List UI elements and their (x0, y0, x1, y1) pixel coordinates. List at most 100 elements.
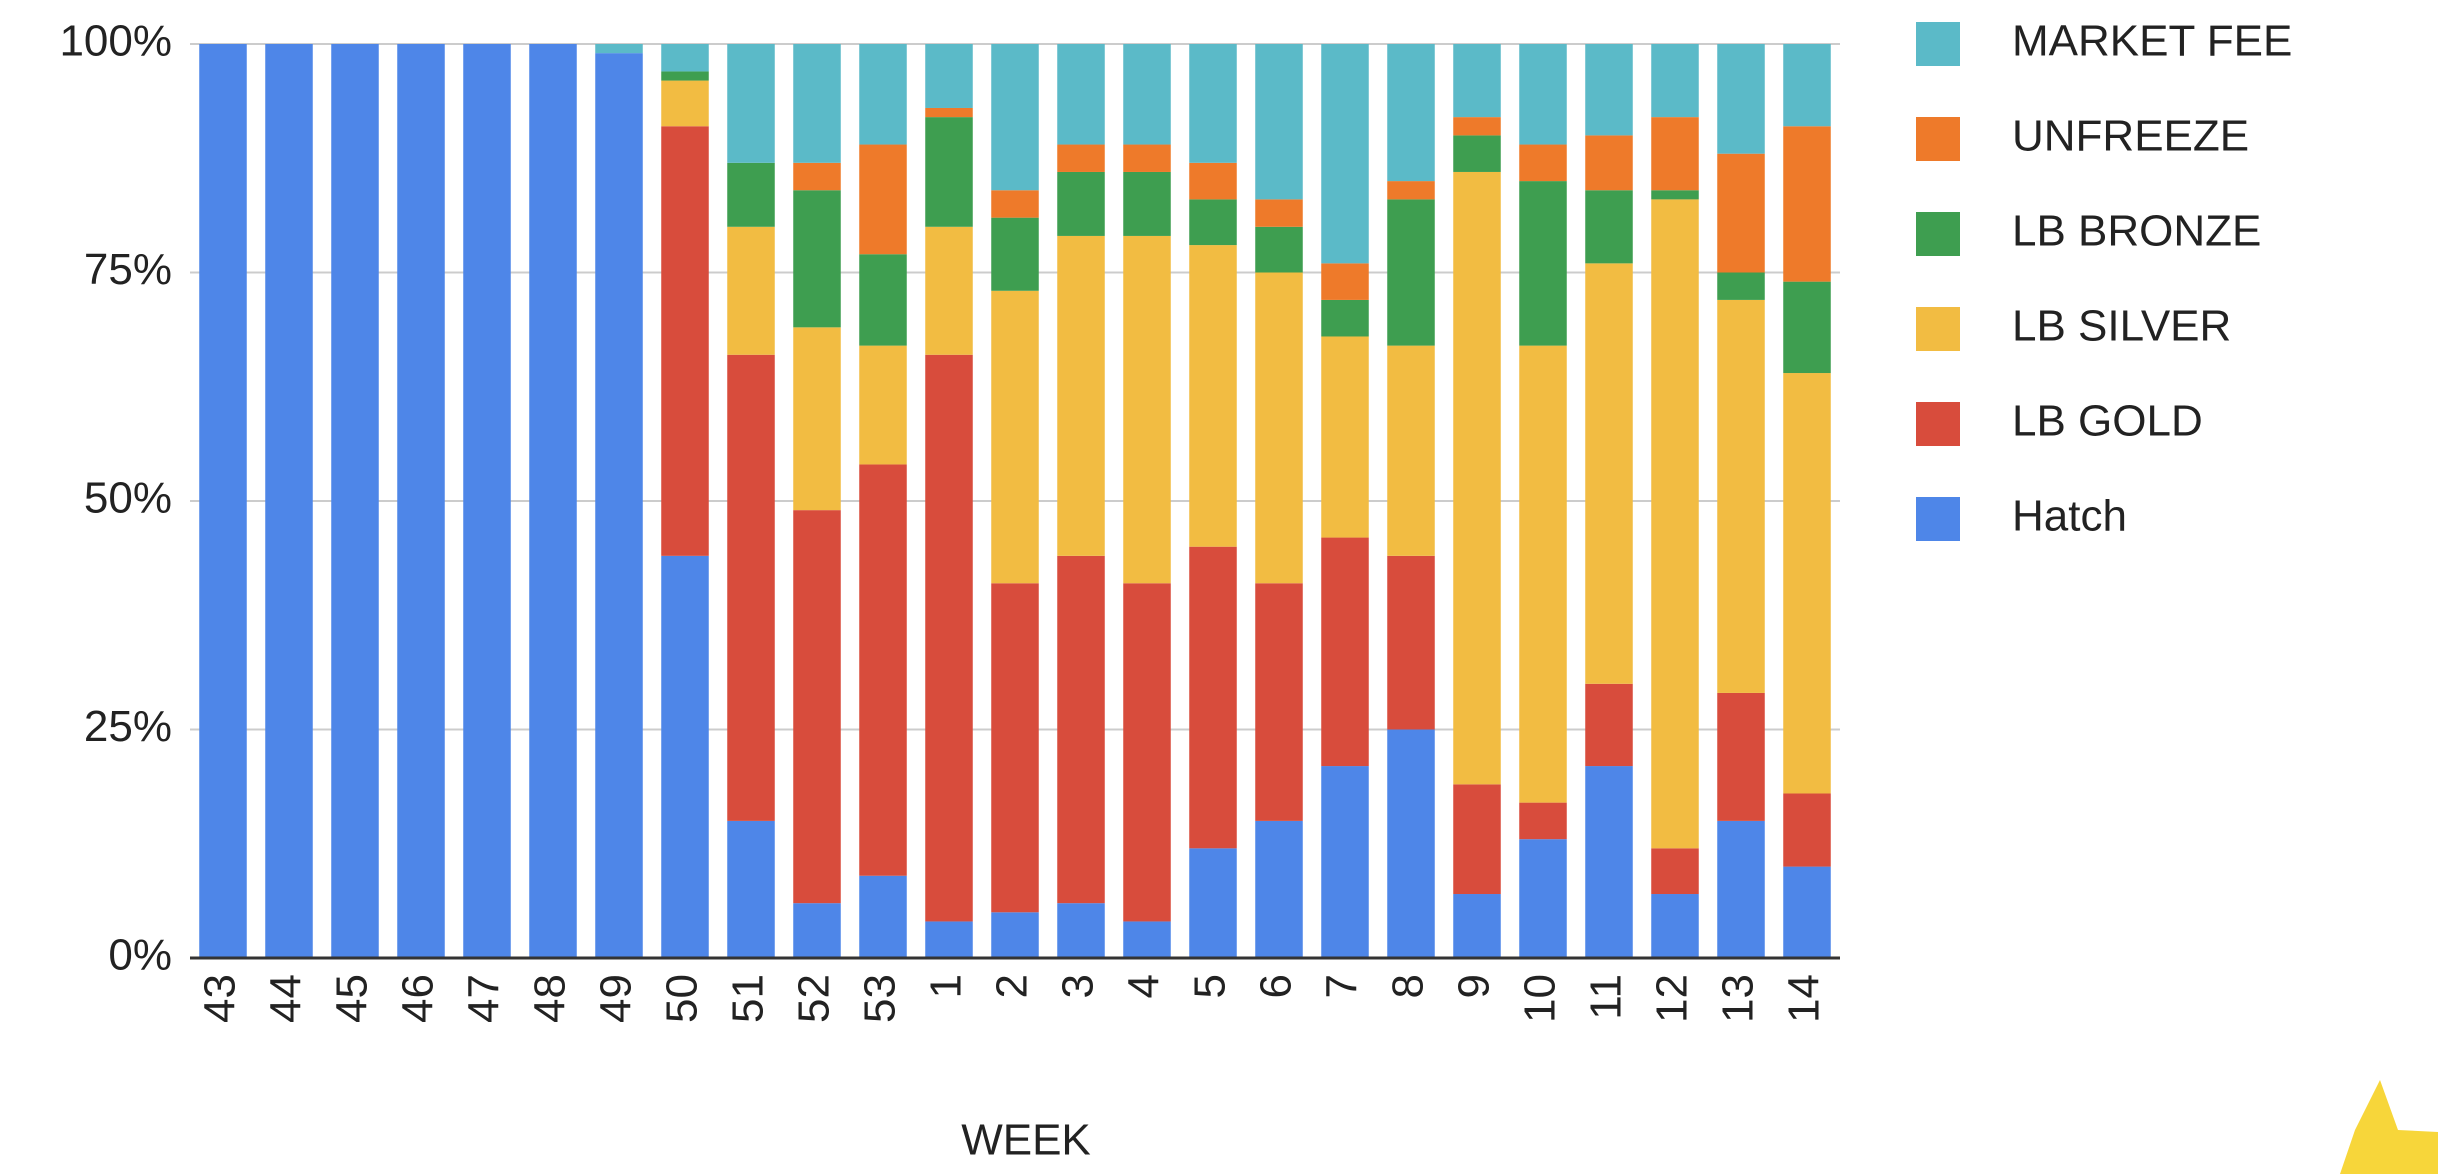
bar-segment (1057, 145, 1105, 172)
x-tick-label: 6 (1252, 974, 1301, 998)
bar-segment (925, 44, 973, 108)
bar-segment (265, 44, 313, 958)
x-tick-label: 11 (1582, 974, 1631, 1020)
bar-segment (1123, 172, 1171, 236)
bar-segment (793, 510, 841, 903)
bar-segment (1585, 766, 1633, 958)
bar-segment (991, 44, 1039, 190)
bar-segment (727, 821, 775, 958)
legend-swatch (1916, 117, 1960, 161)
x-tick-label: 9 (1450, 974, 1499, 998)
bar-segment (1717, 273, 1765, 300)
bar-segment (661, 556, 709, 958)
legend-label: Hatch (2012, 492, 2127, 541)
bar-segment (925, 227, 973, 355)
chart: WEEK 0%25%50%75%100%43444546474849505152… (0, 0, 2438, 1174)
x-tick-label: 47 (460, 974, 509, 1023)
bar-segment (1783, 126, 1831, 281)
bar-segment (1585, 263, 1633, 683)
bar-segment (331, 44, 379, 958)
bar-segment (661, 71, 709, 80)
bar-segment (1453, 784, 1501, 894)
bar-segment (859, 876, 907, 958)
bar-segment (1519, 181, 1567, 346)
bar-segment (1783, 373, 1831, 793)
bar-segment (1057, 236, 1105, 556)
x-tick-label: 8 (1384, 974, 1433, 998)
bar-segment (1651, 848, 1699, 894)
x-tick-label: 48 (526, 974, 575, 1023)
bar-segment (1123, 236, 1171, 583)
legend-label: UNFREEZE (2012, 112, 2249, 161)
bar-segment (1651, 117, 1699, 190)
bar-segment (1321, 336, 1369, 537)
bar-segment (859, 464, 907, 875)
x-tick-label: 1 (922, 974, 971, 998)
bar-segment (1783, 282, 1831, 373)
bar-segment (199, 44, 247, 958)
legend-swatch (1916, 497, 1960, 541)
legend-label: LB GOLD (2012, 397, 2203, 446)
legend-label: LB BRONZE (2012, 207, 2261, 256)
x-axis-title: WEEK (961, 1116, 1091, 1165)
bar-segment (727, 227, 775, 355)
bar-segment (1255, 199, 1303, 226)
bar-segment (1321, 263, 1369, 300)
x-tick-label: 13 (1714, 974, 1763, 1023)
bar-segment (1189, 163, 1237, 200)
bar-segment (793, 903, 841, 958)
bar-segment (793, 190, 841, 327)
bar-segment (1651, 190, 1699, 199)
bar-segment (1585, 135, 1633, 190)
bar-segment (1651, 199, 1699, 848)
x-tick-label: 4 (1120, 974, 1169, 998)
bar-segment (1057, 172, 1105, 236)
x-tick-label: 12 (1648, 974, 1697, 1023)
x-tick-label: 52 (790, 974, 839, 1023)
bar-segment (1783, 867, 1831, 958)
bar-segment (1189, 848, 1237, 958)
bar-segment (727, 44, 775, 163)
decoration (2340, 1080, 2438, 1174)
bar-segment (595, 53, 643, 958)
legend-label: LB SILVER (2012, 302, 2231, 351)
legend-swatch (1916, 212, 1960, 256)
bar-segment (661, 81, 709, 127)
bar-segment (1519, 346, 1567, 803)
bar-segment (1189, 547, 1237, 849)
bar-segment (1717, 154, 1765, 273)
bar-segment (1387, 556, 1435, 730)
bar-segment (1519, 145, 1567, 182)
bar-segment (1387, 730, 1435, 959)
bar-segment (727, 355, 775, 821)
x-tick-label: 44 (262, 974, 311, 1023)
x-tick-label: 45 (328, 974, 377, 1023)
bar-segment (1387, 199, 1435, 345)
bar-segment (925, 117, 973, 227)
bar-segment (1255, 227, 1303, 273)
bar-segment (1123, 44, 1171, 145)
bar-segment (1783, 44, 1831, 126)
bar-segment (727, 163, 775, 227)
x-tick-label: 2 (988, 974, 1037, 998)
x-tick-label: 53 (856, 974, 905, 1023)
bar-segment (1321, 538, 1369, 767)
bar-segment (529, 44, 577, 958)
legend-swatch (1916, 307, 1960, 351)
x-tick-label: 5 (1186, 974, 1235, 998)
bar-segment (1585, 44, 1633, 135)
bar-segment (1321, 766, 1369, 958)
bar-segment (1123, 921, 1171, 958)
y-tick-label: 25% (84, 702, 172, 751)
bar-segment (595, 44, 643, 53)
x-tick-label: 46 (394, 974, 443, 1023)
bar-segment (1453, 135, 1501, 172)
bar-segment (1387, 181, 1435, 199)
x-tick-label: 7 (1318, 974, 1367, 998)
bar-segment (1189, 199, 1237, 245)
bar-segment (463, 44, 511, 958)
bar-segment (991, 291, 1039, 583)
legend-swatch (1916, 22, 1960, 66)
bar-segment (1717, 693, 1765, 821)
bar-segment (925, 108, 973, 117)
